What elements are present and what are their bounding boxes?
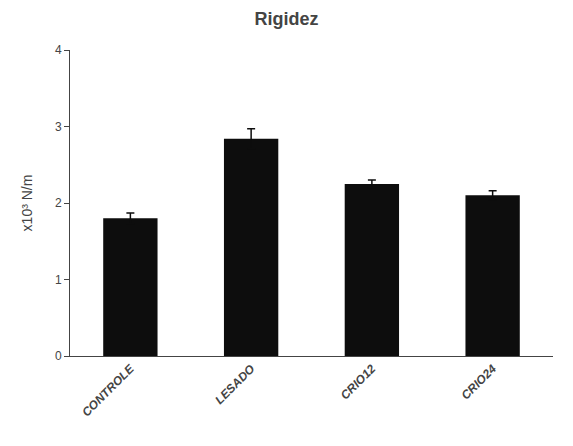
svg-text:3: 3 — [55, 120, 62, 134]
svg-text:CRIO24: CRIO24 — [458, 362, 499, 403]
svg-text:4: 4 — [55, 43, 62, 57]
svg-text:CONTROLE: CONTROLE — [79, 361, 137, 419]
svg-text:x10³ N/m: x10³ N/m — [19, 175, 35, 232]
svg-text:Rigidez: Rigidez — [254, 9, 318, 29]
svg-text:1: 1 — [55, 273, 62, 287]
svg-text:LESADO: LESADO — [212, 361, 258, 407]
svg-text:CRIO12: CRIO12 — [338, 362, 379, 403]
svg-text:0: 0 — [55, 349, 62, 363]
svg-text:2: 2 — [55, 196, 62, 210]
